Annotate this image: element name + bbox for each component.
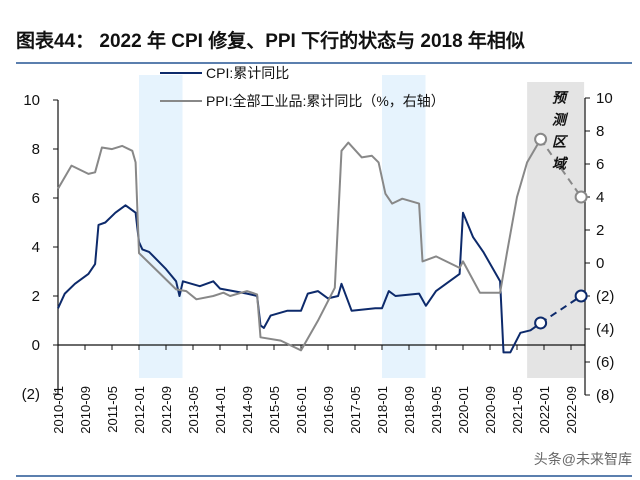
x-axis-tick-label: 2020-01 xyxy=(456,386,471,434)
right-axis-tick-label: 2 xyxy=(596,222,604,239)
right-axis-tick-label: 4 xyxy=(596,189,604,206)
left-axis-tick-label: (2) xyxy=(22,386,40,403)
right-axis-tick-label: 6 xyxy=(596,156,604,173)
x-axis-tick-label: 2017-05 xyxy=(348,386,363,434)
left-axis-tick-label: 10 xyxy=(23,92,40,109)
series-line-ppi xyxy=(57,138,542,352)
x-axis-tick-label: 2013-05 xyxy=(186,386,201,434)
shaded-region xyxy=(527,82,585,378)
forecast-point-ppi xyxy=(574,190,588,204)
x-axis-tick-label: 2018-09 xyxy=(402,386,417,434)
right-axis-tick-label: 0 xyxy=(596,255,604,272)
x-axis-tick-label: 2014-09 xyxy=(240,386,255,434)
left-axis-tick-label: 8 xyxy=(32,141,40,158)
right-axis-tick-label: (4) xyxy=(596,321,614,338)
x-axis-tick-label: 2014-01 xyxy=(213,386,228,434)
x-axis-tick-label: 2020-09 xyxy=(483,386,498,434)
shaded-region xyxy=(139,75,183,378)
series-line-cpi xyxy=(57,204,542,354)
x-axis-tick-label: 2018-01 xyxy=(375,386,390,434)
x-axis-tick-label: 2011-05 xyxy=(105,386,120,433)
x-axis-tick-label: 2019-05 xyxy=(429,386,444,434)
x-axis-tick-label: 2010-01 xyxy=(51,386,66,434)
bottom-rule xyxy=(16,475,632,477)
left-axis-tick-label: 6 xyxy=(32,190,40,207)
watermark: 头条@未来智库 xyxy=(534,451,632,467)
forecast-point-ppi xyxy=(534,132,548,146)
shaded-region xyxy=(382,75,426,378)
x-axis-tick-label: 2016-01 xyxy=(294,386,309,434)
right-axis-tick-label: (6) xyxy=(596,354,614,371)
forecast-point-cpi xyxy=(574,289,588,303)
forecast-point-cpi xyxy=(534,316,548,330)
x-axis-tick-label: 2022-01 xyxy=(537,386,552,434)
x-axis-tick-label: 2012-09 xyxy=(159,386,174,434)
left-axis-tick-label: 2 xyxy=(32,288,40,305)
right-axis-tick-label: (8) xyxy=(596,387,614,404)
x-axis-tick-label: 2015-05 xyxy=(267,386,282,434)
x-axis-tick-label: 2016-09 xyxy=(321,386,336,434)
x-axis-tick-label: 2010-09 xyxy=(78,386,93,434)
right-axis-tick-label: 8 xyxy=(596,123,604,140)
forecast-line-cpi xyxy=(540,295,582,324)
left-axis-tick-label: 4 xyxy=(32,239,40,256)
legend-label-ppi: PPI:全部工业品:累计同比（%，右轴） xyxy=(206,93,445,109)
right-axis-tick-label: 10 xyxy=(596,90,613,107)
forecast-region-label: 预测区域 xyxy=(550,90,566,178)
figure-title: 图表44： 2022 年 CPI 修复、PPI 下行的状态与 2018 年相似 xyxy=(16,31,525,52)
legend-label-cpi: CPI:累计同比 xyxy=(206,65,289,81)
title-rule xyxy=(16,62,632,64)
right-axis-tick-label: (2) xyxy=(596,288,614,305)
left-axis-tick-label: 0 xyxy=(32,337,40,354)
x-axis-tick-label: 2012-01 xyxy=(132,386,147,434)
x-axis-tick-label: 2021-05 xyxy=(510,386,525,434)
x-axis-tick-label: 2022-09 xyxy=(564,386,579,434)
